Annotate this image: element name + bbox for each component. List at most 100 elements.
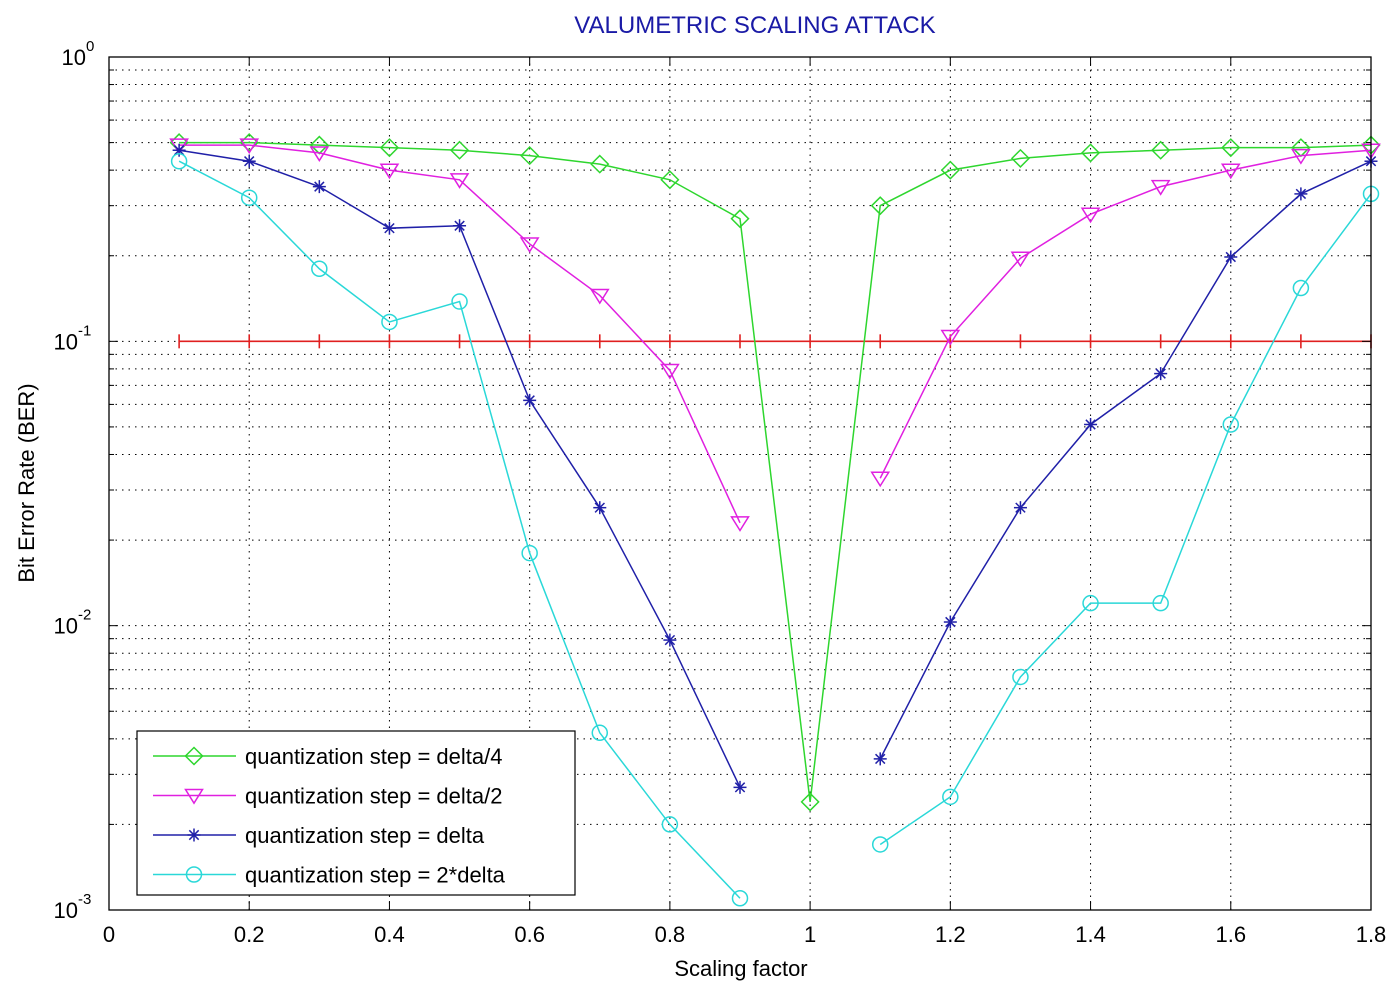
data-point	[590, 154, 610, 174]
asterisk-stroke	[734, 782, 746, 793]
data-point	[591, 724, 609, 742]
legend-label: quantization step = delta/2	[245, 784, 502, 809]
asterisk-stroke	[244, 156, 255, 167]
series-line	[879, 193, 1372, 846]
y-tick-base: 10	[62, 45, 86, 70]
legend: quantization step = delta/4 quantization …	[136, 730, 576, 896]
data-point	[1291, 148, 1311, 165]
legend-item: quantization step = 2*delta	[153, 863, 506, 888]
data-point	[311, 260, 328, 278]
data-point	[312, 180, 326, 194]
series-line	[879, 149, 1372, 479]
y-tick-exponent: -1	[78, 322, 91, 339]
data-point	[1084, 417, 1098, 431]
data-point	[309, 146, 330, 162]
asterisk-stroke	[875, 753, 886, 765]
data-point	[940, 329, 961, 346]
data-point	[239, 138, 260, 155]
y-tick-exponent: 0	[86, 38, 94, 55]
data-point	[660, 170, 680, 190]
data-point	[1150, 179, 1171, 196]
asterisk-stroke	[188, 829, 200, 841]
asterisk-stroke	[594, 502, 605, 513]
legend-swatch-marker	[187, 828, 201, 842]
data-point	[663, 633, 677, 647]
data-point	[1224, 250, 1238, 264]
y-tick-label: 10 -2	[54, 607, 92, 639]
x-tick-label: 1.6	[1215, 922, 1246, 947]
data-point	[242, 154, 256, 168]
y-tick-base: 10	[54, 898, 78, 923]
data-point	[1080, 143, 1101, 163]
x-tick-label: 1.2	[935, 922, 966, 947]
series-line	[178, 160, 741, 899]
series-line	[879, 160, 1372, 760]
y-tick-base: 10	[54, 614, 78, 639]
x-tick-labels: 0 0.2 0.4 0.6 0.8 1 1.2 1.4 1.6 1.8	[103, 922, 1386, 947]
legend-item: quantization step = delta/2	[153, 784, 502, 809]
data-point	[1082, 594, 1099, 612]
data-point	[451, 293, 468, 310]
data-point	[1013, 501, 1027, 515]
asterisk-stroke	[524, 395, 535, 406]
legend-swatch-marker	[185, 866, 203, 883]
data-point	[730, 209, 750, 229]
data-point	[1151, 140, 1171, 160]
data-point	[1152, 594, 1169, 612]
data-point	[449, 140, 470, 160]
data-point	[1220, 163, 1241, 180]
data-point	[240, 189, 258, 206]
y-axis-label: Bit Error Rate (BER)	[14, 383, 39, 582]
data-point	[733, 780, 747, 794]
data-point	[731, 889, 749, 907]
data-point	[1010, 148, 1031, 168]
grid	[109, 57, 1371, 910]
data-point	[942, 788, 959, 806]
data-point	[453, 219, 467, 233]
x-tick-label: 0.8	[655, 922, 686, 947]
y-tick-exponent: -2	[78, 607, 91, 624]
data-point	[449, 173, 470, 189]
data-point	[871, 836, 889, 853]
data-point	[943, 615, 957, 629]
data-point	[870, 196, 890, 216]
x-tick-label: 0.2	[234, 922, 265, 947]
legend-item: quantization step = delta	[153, 823, 485, 848]
threshold-line	[178, 334, 1372, 349]
series-4	[170, 152, 1380, 907]
plot-frame	[108, 56, 1372, 911]
data-point	[1154, 367, 1168, 381]
data-point	[589, 288, 610, 305]
data-point	[1010, 251, 1031, 268]
asterisk-stroke	[454, 220, 465, 231]
x-axis-label: Scaling factor	[674, 956, 807, 981]
y-tick-label: 10 -1	[54, 322, 92, 354]
data-point	[1222, 416, 1240, 433]
series-line	[179, 144, 741, 524]
asterisk-stroke	[1015, 502, 1026, 513]
asterisk-stroke	[1225, 251, 1236, 263]
data-point	[1012, 668, 1029, 686]
data-point	[800, 792, 820, 812]
data-point	[1292, 279, 1310, 297]
data-point	[381, 313, 398, 331]
data-point	[1294, 187, 1308, 201]
data-point	[172, 143, 186, 157]
x-tick-label: 0.4	[374, 922, 405, 947]
series-2	[169, 138, 1381, 532]
data-point	[170, 152, 188, 170]
y-tick-exponent: -3	[78, 891, 91, 908]
data-point	[1221, 138, 1241, 158]
y-tick-label: 10 -3	[54, 891, 92, 923]
data-point	[519, 237, 540, 254]
data-point	[940, 160, 960, 180]
data-point	[520, 146, 540, 166]
asterisk-stroke	[1085, 419, 1096, 430]
data-point	[660, 363, 680, 380]
legend-item: quantization step = delta/4	[153, 744, 502, 769]
x-tick-label: 0.6	[514, 922, 545, 947]
axis-ticks	[108, 56, 1372, 911]
data-point	[870, 471, 891, 488]
x-tick-label: 1	[804, 922, 816, 947]
